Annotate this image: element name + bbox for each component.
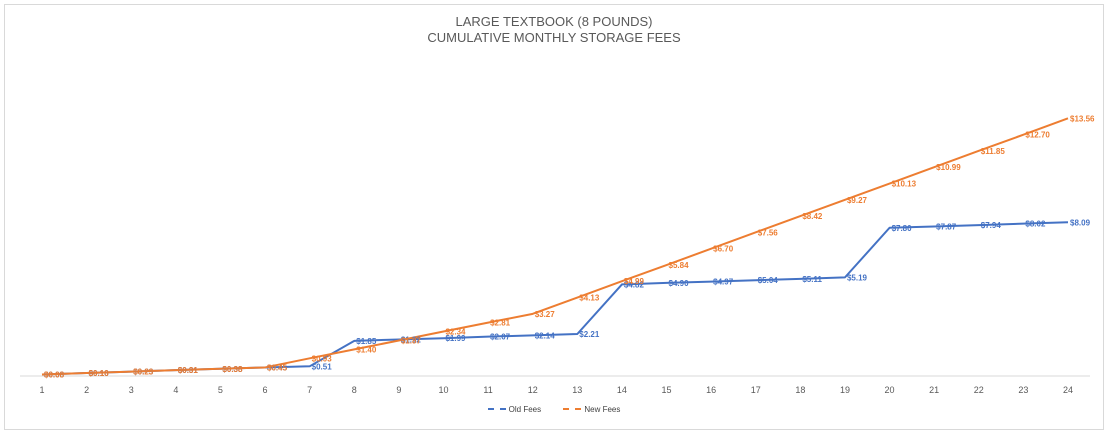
- old-fees-swatch-icon: [487, 408, 506, 410]
- data-label: $4.13: [579, 294, 600, 303]
- x-tick-label: 14: [617, 385, 627, 395]
- x-tick-label: 6: [263, 385, 268, 395]
- data-label: $10.99: [936, 163, 961, 172]
- data-label: $0.38: [222, 365, 243, 374]
- new-fees-swatch-icon: [563, 408, 582, 410]
- data-label: $4.82: [624, 280, 645, 289]
- data-label: $0.23: [133, 368, 154, 377]
- x-tick-label: 5: [218, 385, 223, 395]
- series-line-old-fees: [41, 221, 1069, 376]
- x-tick-label: 9: [396, 385, 401, 395]
- x-tick-label: 2: [84, 385, 89, 395]
- data-label: $2.14: [535, 331, 556, 340]
- x-tick-label: 12: [528, 385, 538, 395]
- chart-frame: [4, 4, 1104, 430]
- legend-label-old-fees: Old Fees: [508, 404, 542, 414]
- data-label: $5.19: [847, 273, 868, 282]
- x-tick-label: 16: [706, 385, 716, 395]
- legend-item-new-fees: New Fees: [563, 405, 620, 414]
- data-label: $2.21: [579, 330, 600, 339]
- data-label: $4.99: [624, 277, 645, 286]
- data-label: $5.04: [758, 276, 779, 285]
- data-label: $13.56: [1070, 114, 1095, 123]
- chart-title-line1: LARGE TEXTBOOK (8 POUNDS): [455, 14, 653, 29]
- x-tick-label: 24: [1063, 385, 1073, 395]
- chart-legend: Old Fees New Fees: [0, 403, 1108, 414]
- data-label: $0.08: [44, 370, 65, 379]
- x-tick-label: 11: [483, 385, 492, 395]
- data-label: $9.27: [847, 196, 868, 205]
- data-label: $4.97: [713, 278, 734, 287]
- data-label: $7.94: [981, 221, 1002, 230]
- data-label: $12.70: [1025, 131, 1050, 140]
- x-tick-label: 21: [929, 385, 939, 395]
- data-label: $0.45: [267, 363, 288, 372]
- data-label: $7.80: [892, 224, 913, 233]
- x-tick-label: 13: [572, 385, 582, 395]
- x-tick-label: 22: [974, 385, 984, 395]
- data-label: $10.13: [892, 180, 917, 189]
- data-label: $0.16: [89, 369, 110, 378]
- x-tick-label: 1: [39, 385, 44, 395]
- data-label: $0.45: [267, 363, 288, 372]
- data-label: $11.85: [981, 147, 1006, 156]
- data-label: $8.42: [802, 212, 823, 221]
- x-tick-label: 4: [173, 385, 178, 395]
- x-tick-label: 15: [662, 385, 672, 395]
- data-label: $0.16: [89, 369, 110, 378]
- data-label: $2.81: [490, 319, 511, 328]
- data-label: $7.56: [758, 228, 779, 237]
- x-tick-label: 10: [438, 385, 448, 395]
- x-tick-label: 18: [795, 385, 805, 395]
- data-label: $4.90: [669, 279, 690, 288]
- data-label: $1.92: [401, 336, 422, 345]
- data-label: $2.07: [490, 333, 511, 342]
- legend-item-old-fees: Old Fees: [487, 404, 542, 414]
- x-tick-label: 7: [307, 385, 312, 395]
- legend-label-new-fees: New Fees: [584, 404, 621, 414]
- data-label: $0.38: [222, 365, 243, 374]
- x-tick-label: 19: [840, 385, 850, 395]
- data-label: $3.27: [535, 310, 556, 319]
- series-line-new-fees: [41, 117, 1069, 376]
- x-tick-label: 8: [352, 385, 357, 395]
- data-label: $0.93: [312, 354, 333, 363]
- x-tick-label: 20: [885, 385, 895, 395]
- x-tick-label: 23: [1018, 385, 1028, 395]
- data-label: $5.11: [802, 275, 822, 284]
- chart-title-line2: CUMULATIVE MONTHLY STORAGE FEES: [427, 30, 681, 45]
- data-label: $8.09: [1070, 218, 1091, 227]
- data-label: $1.40: [356, 345, 377, 354]
- x-tick-label: 17: [751, 385, 761, 395]
- data-label: $1.99: [445, 334, 466, 343]
- data-label: $8.02: [1025, 220, 1046, 229]
- data-label: $0.08: [44, 370, 65, 379]
- data-label: $1.85: [356, 337, 377, 346]
- data-label: $7.87: [936, 222, 957, 231]
- data-label: $0.23: [133, 368, 154, 377]
- data-label: $0.31: [178, 366, 199, 375]
- data-label: $5.84: [669, 261, 690, 270]
- chart-title: LARGE TEXTBOOK (8 POUNDS) CUMULATIVE MON…: [0, 14, 1108, 46]
- data-label: $2.34: [445, 328, 466, 337]
- data-label: $0.51: [312, 362, 333, 371]
- data-label: $1.87: [401, 336, 422, 345]
- data-label: $0.31: [178, 366, 199, 375]
- data-label: $6.70: [713, 245, 734, 254]
- x-tick-label: 3: [129, 385, 134, 395]
